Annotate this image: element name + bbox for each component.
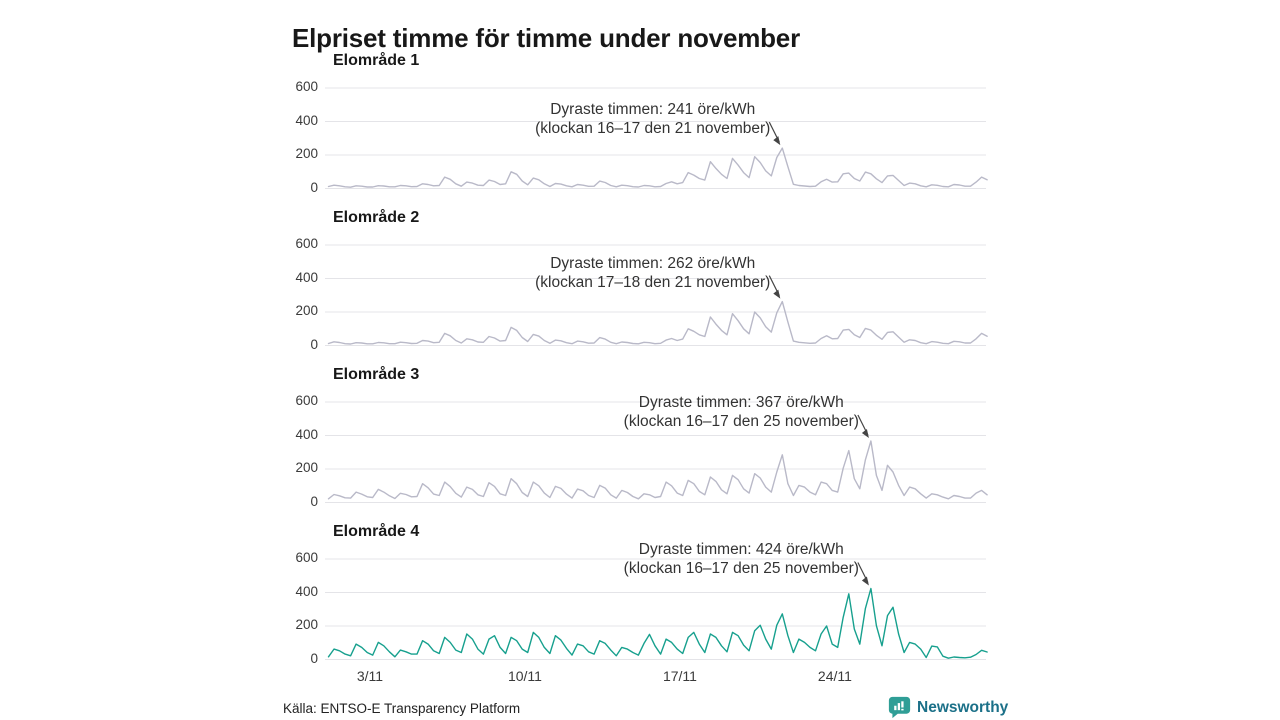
line-plot <box>325 244 988 346</box>
x-tick-label: 10/11 <box>507 668 542 684</box>
chart-section-elomrade-4: Elområde 4 Dyraste timmen: 424 öre/kWh (… <box>0 523 1280 683</box>
y-tick-label: 200 <box>295 460 318 475</box>
y-tick-label: 200 <box>295 617 318 632</box>
peak-annotation: Dyraste timmen: 241 öre/kWh (klockan 16–… <box>535 100 770 138</box>
annotation-line1: Dyraste timmen: 367 öre/kWh <box>638 394 844 412</box>
y-tick-label: 600 <box>295 550 318 565</box>
x-tick-label: 3/11 <box>356 668 384 684</box>
y-tick-label: 600 <box>295 393 318 408</box>
chart-title: Elområde 1 <box>333 52 420 69</box>
chart-title: Elområde 3 <box>333 366 420 383</box>
y-tick-label: 600 <box>295 236 318 251</box>
annotation-line2: (klockan 16–17 den 25 november) <box>623 560 859 578</box>
annotation-line1: Dyraste timmen: 241 öre/kWh <box>550 101 756 119</box>
y-tick-label: 400 <box>295 583 318 599</box>
brand-name: Newsworthy <box>917 698 1009 716</box>
chart-section-elomrade-2: Elområde 2 Dyraste timmen: 262 öre/kWh (… <box>0 209 1280 369</box>
annotation-line2: (klockan 16–17 den 25 november) <box>623 413 859 431</box>
annotation-line1: Dyraste timmen: 424 öre/kWh <box>638 541 844 559</box>
peak-annotation: Dyraste timmen: 367 öre/kWh (klockan 16–… <box>624 393 859 431</box>
y-tick-label: 400 <box>295 426 318 442</box>
bar-chart-bubble-icon <box>888 696 911 719</box>
y-tick-label: 0 <box>310 179 318 195</box>
line-plot <box>325 558 988 660</box>
chart-title: Elområde 4 <box>333 523 420 540</box>
annotation-line2: (klockan 17–18 den 21 november) <box>535 273 771 291</box>
annotation-line2: (klockan 16–17 den 21 november) <box>535 120 771 138</box>
y-tick-label: 0 <box>310 493 318 509</box>
chart-section-elomrade-1: Elområde 1 Dyraste timmen: 241 öre/kWh (… <box>0 52 1280 212</box>
source-note: Källa: ENTSO-E Transparency Platform <box>283 701 521 716</box>
y-tick-label: 200 <box>295 303 318 318</box>
peak-annotation: Dyraste timmen: 424 öre/kWh (klockan 16–… <box>624 540 859 578</box>
y-tick-label: 200 <box>295 146 318 161</box>
chart-title: Elområde 2 <box>333 209 420 226</box>
line-plot <box>325 401 988 503</box>
y-tick-label: 400 <box>295 112 318 128</box>
x-tick-label: 24/11 <box>817 668 852 684</box>
y-tick-label: 0 <box>310 650 318 666</box>
y-tick-label: 0 <box>310 336 318 352</box>
y-tick-label: 600 <box>295 79 318 94</box>
page-title: Elpriset timme för timme under november <box>292 23 800 54</box>
peak-annotation: Dyraste timmen: 262 öre/kWh (klockan 17–… <box>535 254 770 292</box>
annotation-line1: Dyraste timmen: 262 öre/kWh <box>550 254 756 272</box>
x-tick-label: 17/11 <box>662 668 697 684</box>
y-tick-label: 400 <box>295 269 318 285</box>
chart-section-elomrade-3: Elområde 3 Dyraste timmen: 367 öre/kWh (… <box>0 366 1280 526</box>
brand-logo: Newsworthy <box>888 696 1008 719</box>
line-plot <box>325 87 988 189</box>
